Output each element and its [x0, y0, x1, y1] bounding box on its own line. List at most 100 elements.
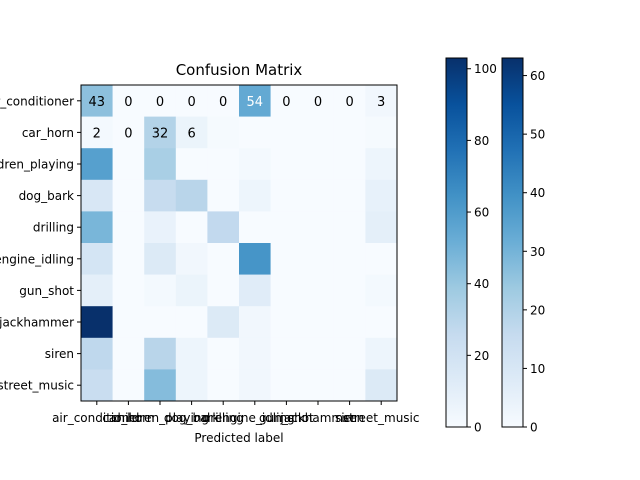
cell-value-label: 0	[124, 126, 132, 141]
x-tick-label: air_conditioner	[52, 411, 141, 425]
heatmap-cell	[144, 179, 177, 212]
cell-value-label: 3	[377, 95, 385, 110]
x-tick-label: drilling	[203, 411, 244, 425]
heatmap-cell	[207, 211, 240, 244]
heatmap-cell	[270, 243, 303, 275]
cell-value-label: 32	[152, 126, 169, 141]
cell-value-label: 43	[89, 95, 106, 110]
heatmap-cell	[302, 274, 335, 307]
heatmap-cell	[81, 116, 113, 149]
heatmap-cell	[112, 179, 145, 212]
heatmap-cell	[270, 337, 303, 370]
cell-value-label: 0	[314, 95, 322, 110]
colorbar-tick-label: 10	[530, 362, 545, 376]
heatmap-cell	[333, 179, 366, 212]
heatmap-cell	[112, 274, 145, 307]
heatmap-cell	[239, 148, 271, 181]
cell-value-label: 0	[345, 95, 353, 110]
colorbar-tick-label: 60	[474, 206, 489, 220]
heatmap-cell	[81, 179, 113, 212]
colorbar-tick-label: 20	[530, 303, 545, 317]
y-tick-label: siren	[45, 347, 74, 361]
heatmap-cell	[302, 369, 335, 402]
heatmap-cell	[365, 369, 398, 402]
heatmap-cell	[302, 148, 335, 181]
heatmap-cell	[175, 274, 208, 307]
cell-annotations: 43 0 0 0 0 54 0 0 0 32 0 32 6	[89, 95, 386, 142]
x-tick-label: street_music	[343, 411, 420, 425]
heatmap-cell	[175, 148, 208, 181]
x-axis-label: Predicted label	[194, 431, 283, 445]
heatmap-cell	[333, 306, 366, 339]
cell-value-label: 2	[93, 126, 101, 141]
heatmap-cell	[144, 306, 177, 339]
heatmap-cell	[239, 179, 271, 212]
heatmap-cell	[239, 243, 271, 275]
heatmap-cell	[207, 116, 240, 149]
heatmap-cell	[81, 211, 113, 244]
heatmap-cell	[365, 179, 398, 212]
heatmap-cell	[144, 85, 177, 117]
cell-value-label: 0	[124, 95, 132, 110]
heatmap-cell	[302, 85, 335, 117]
heatmap-cell	[112, 85, 145, 117]
heatmap-cell	[144, 148, 177, 181]
heatmap-cell	[207, 306, 240, 339]
heatmap-cell	[207, 179, 240, 212]
heatmap-cell	[333, 85, 366, 117]
heatmap-cell	[333, 369, 366, 402]
x-tick-label: jackhammer	[280, 411, 356, 425]
heatmap-cell	[302, 306, 335, 339]
heatmap-cell	[333, 337, 366, 370]
heatmap-cell	[144, 369, 177, 402]
heatmap-cell	[81, 306, 113, 339]
heatmap-cell	[302, 243, 335, 275]
colorbar-tick-label: 50	[530, 128, 545, 142]
y-tick-label: engine_idling	[0, 252, 74, 266]
cell-value-label: 6	[187, 126, 195, 141]
colorbar: 0 20 40 60 80 100	[445, 57, 497, 435]
y-tick-label: children_playing	[0, 158, 74, 172]
heatmap-cell	[144, 116, 177, 149]
heatmap-cell	[365, 116, 398, 149]
heatmap-cell	[112, 337, 145, 370]
y-tick-label: drilling	[33, 221, 74, 235]
heatmap-cell	[270, 85, 303, 117]
y-tick-labels: air_conditioner car_horn children_playingd…	[0, 94, 81, 393]
y-tick-label: jackhammer	[0, 316, 74, 330]
heatmap-cell	[239, 211, 271, 244]
heatmap-cell	[175, 337, 208, 370]
x-tick-label: dog_bark	[164, 411, 219, 425]
x-tick-label: siren	[335, 411, 364, 425]
y-tick-label: air_conditioner	[0, 94, 74, 108]
heatmap-cell	[270, 369, 303, 402]
heatmap-cell	[112, 369, 145, 402]
heatmap-cell	[239, 116, 271, 149]
heatmap-cell	[207, 369, 240, 402]
cell-value-label: 0	[156, 95, 164, 110]
x-tick-label: children_playing	[111, 411, 209, 425]
heatmap-cell	[144, 337, 177, 370]
heatmap-cell	[175, 179, 208, 212]
y-tick-label: street_music	[0, 379, 74, 393]
colorbar-tick-label: 20	[474, 349, 489, 363]
heatmap-cell	[81, 148, 113, 181]
cell-value-label: 0	[282, 95, 290, 110]
heatmap-cell	[333, 116, 366, 149]
heatmap-cell	[175, 116, 208, 149]
colorbar-tick-label: 40	[530, 186, 545, 200]
colorbar-gradient	[445, 57, 468, 428]
heatmap-cell	[365, 148, 398, 181]
colorbar-tick-label: 30	[530, 245, 545, 259]
heatmap-cell	[207, 243, 240, 275]
heatmap-cell	[207, 274, 240, 307]
heatmap-cell	[365, 274, 398, 307]
colorbar-tick-label: 100	[474, 62, 497, 76]
heatmap-cell	[81, 274, 113, 307]
heatmap-cell	[81, 243, 113, 275]
heatmap-cell	[207, 148, 240, 181]
colorbar-tick-label: 40	[474, 277, 489, 291]
cell-value-label: 54	[247, 95, 264, 110]
colorbar-tick-label: 80	[474, 134, 489, 148]
